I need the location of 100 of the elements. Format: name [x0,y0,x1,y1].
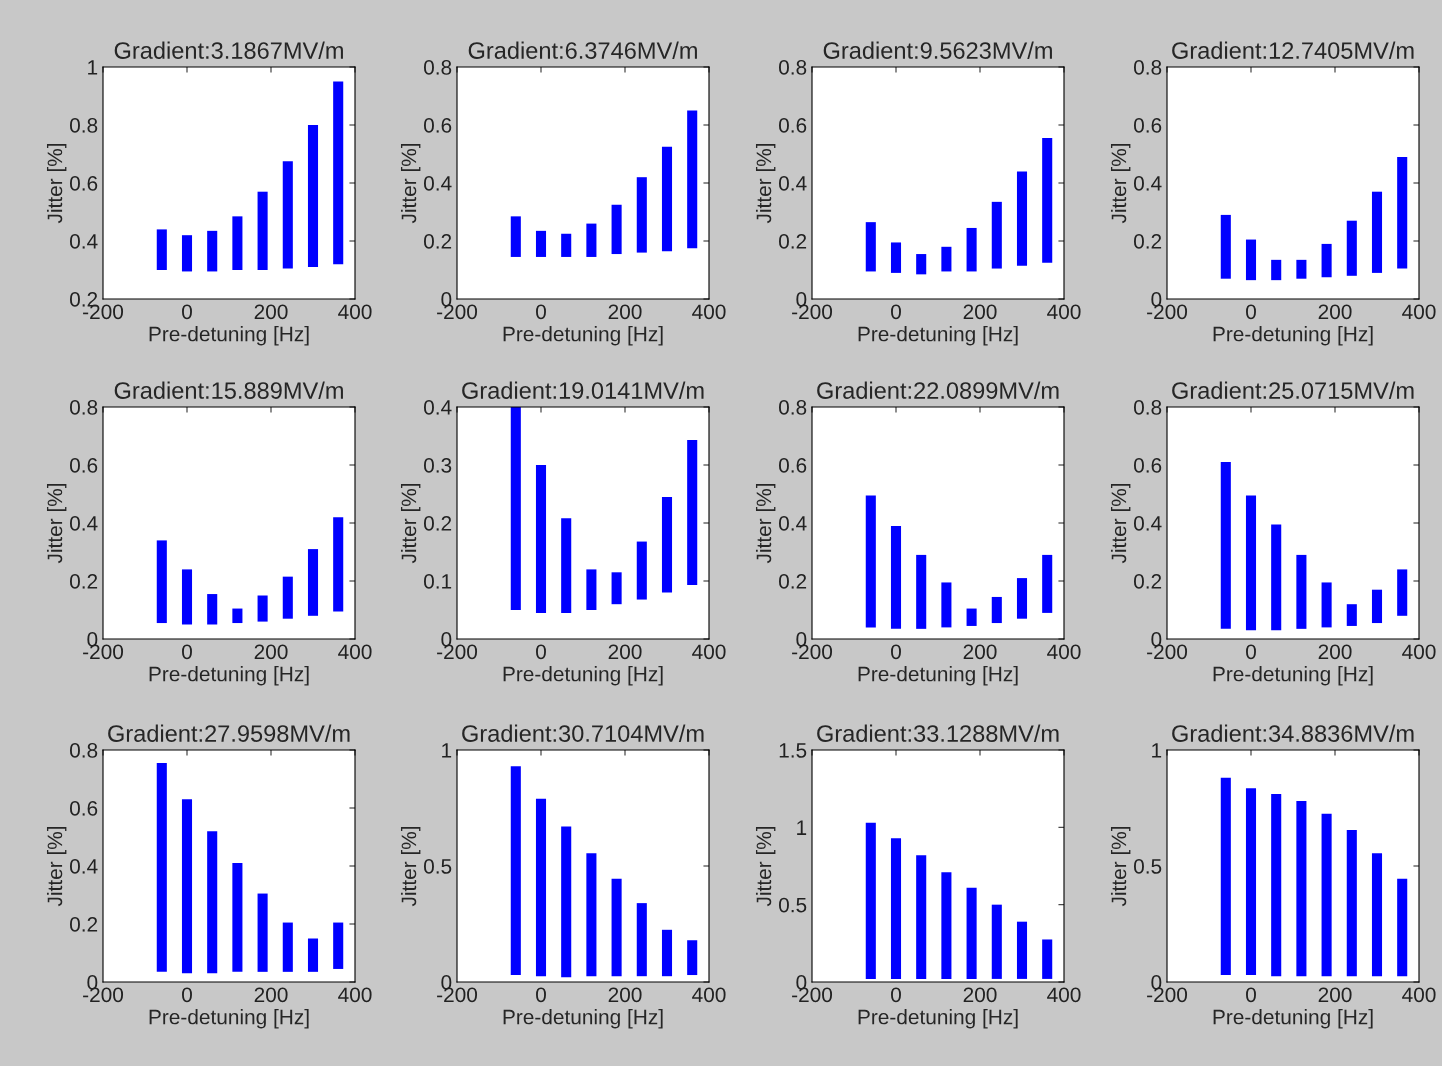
y-tick-label: 0.5 [1133,859,1162,874]
y-tick-label: 0.5 [423,859,452,874]
bar [890,525,902,629]
y-tick-label: 0.2 [423,516,452,531]
bar [966,227,977,272]
bar [890,242,902,273]
bar [586,223,597,257]
bar [1271,524,1282,631]
bar [207,831,218,974]
bar [1042,138,1053,263]
y-tick-label: 0.4 [423,176,452,191]
bar [333,81,344,265]
y-axis-title: Jitter [%] [400,143,421,224]
y-axis-title: Jitter [%] [1110,143,1131,224]
x-tick-label: 400 [692,987,726,1003]
y-tick-label: 1 [797,820,807,835]
x-tick-label: 400 [338,644,372,660]
y-tick-label: 0.2 [778,234,807,249]
y-tick-label: 0.8 [778,60,807,75]
bar [333,517,344,612]
y-tick-label: 0.6 [778,458,807,473]
bar [991,201,1002,269]
bar [1397,569,1408,616]
chart-title: Gradient:22.0899MV/m [817,381,1059,399]
y-tick-label: 0.4 [69,234,98,249]
y-tick-label: 0.6 [69,801,98,816]
y-axis-title: Jitter [%] [400,483,421,564]
x-tick-label: 0 [536,304,546,320]
bar [156,763,167,972]
x-axis-title: Pre-detuning [Hz] [1213,666,1373,686]
y-tick-label: 0.1 [423,574,452,589]
y-tick-label: 0.8 [778,400,807,415]
chart-title: Gradient:12.7405MV/m [1172,41,1414,59]
bar [207,230,218,272]
bar [535,798,547,977]
x-tick-label: 200 [963,304,997,320]
bar [941,246,952,272]
x-tick-label: 400 [692,644,726,660]
y-axis-title: Jitter [%] [46,483,67,564]
y-tick-label: 0.8 [69,118,98,133]
bar [1245,495,1257,631]
y-axis-title: Jitter [%] [755,483,776,564]
chart-title: Gradient:15.889MV/m [114,381,343,399]
x-tick-label: 0 [182,987,192,1003]
bar [257,191,268,270]
x-tick-label: 0 [1246,644,1256,660]
bar [535,230,547,257]
bar [1346,830,1357,977]
y-axis-title: Jitter [%] [755,826,776,907]
bar [257,893,268,972]
bar [1016,578,1028,619]
bar [1245,239,1257,281]
y-tick-label: 0.6 [69,458,98,473]
bar [966,887,977,979]
y-axis-title: Jitter [%] [46,143,67,224]
bar [535,465,547,613]
y-tick-label: 0.8 [1133,60,1162,75]
y-tick-label: 0.5 [778,897,807,913]
bar [156,229,167,270]
x-tick-label: 400 [338,987,372,1003]
bar [941,582,952,628]
x-tick-label: 400 [1402,987,1436,1003]
y-tick-label: 0.4 [778,176,807,191]
x-tick-label: 400 [1402,644,1436,660]
chart-title: Gradient:6.3746MV/m [468,41,697,59]
bar [1346,220,1357,276]
bar [333,922,344,969]
x-tick-label: 200 [254,987,288,1003]
bar [282,922,293,972]
x-tick-label: 200 [1318,987,1352,1003]
y-tick-label: 1 [1152,743,1162,758]
x-axis-title: Pre-detuning [Hz] [503,326,663,346]
bar [991,596,1002,624]
bar [1296,801,1307,977]
y-tick-label: 0.4 [1133,176,1162,191]
y-tick-label: 0.4 [69,516,98,531]
x-tick-label: 0 [182,304,192,320]
x-axis-title: Pre-detuning [Hz] [1213,1009,1373,1029]
x-tick-label: 400 [1047,304,1081,320]
chart-title: Gradient:34.8836MV/m [1172,724,1414,742]
x-tick-label: 400 [338,304,372,320]
x-axis-title: Pre-detuning [Hz] [149,666,309,686]
y-tick-label: 0.8 [1133,400,1162,415]
chart-title: Gradient:30.7104MV/m [462,724,704,742]
bar [1042,554,1053,613]
x-tick-label: 200 [1318,644,1352,660]
bar [1346,604,1357,626]
bar [232,608,243,624]
bar [181,569,193,625]
chart-title: Gradient:27.9598MV/m [108,724,350,742]
y-tick-label: 0.8 [423,60,452,75]
bar [991,904,1002,979]
x-tick-label: 400 [1402,304,1436,320]
bar [181,235,193,272]
bar [865,822,876,979]
chart-title: Gradient:19.0141MV/m [462,381,704,399]
bar [282,161,293,269]
bar [1042,939,1053,979]
bar [257,595,268,622]
y-tick-label: 0.3 [423,458,452,473]
